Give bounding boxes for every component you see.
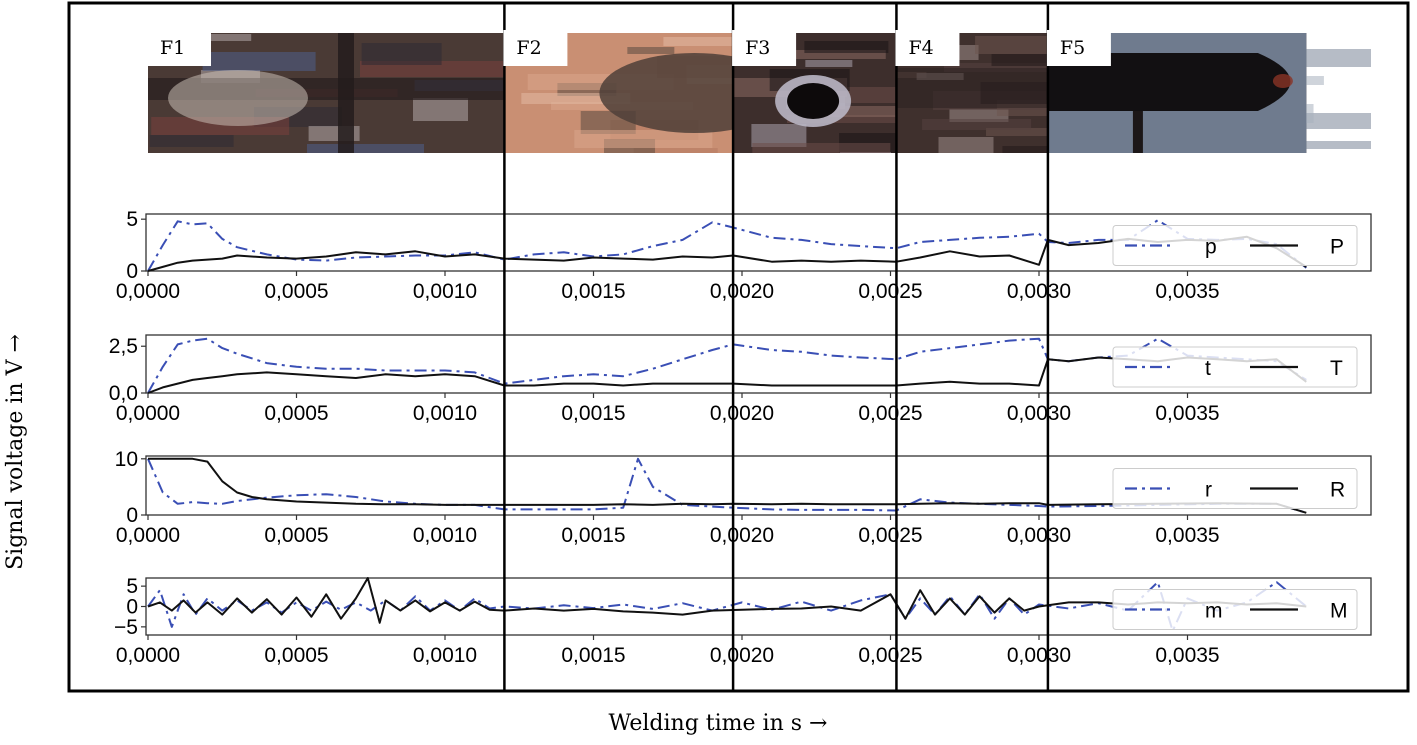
frame-label-text: F4 <box>908 37 933 59</box>
series-R <box>148 457 1307 514</box>
y-axis-label: Signal voltage in V → <box>3 334 28 570</box>
x-tick-label: 0,0005 <box>264 644 328 667</box>
y-tick-label: 2,5 <box>109 335 138 358</box>
subplot-2: 0,0 2,5 0,0000 0,0005 0,0010 0,0015 0,0020 0,00… <box>109 334 1372 425</box>
micrograph-f1 <box>148 33 524 153</box>
y-tick-label: 0 <box>126 260 138 283</box>
x-tick-label: 0,0010 <box>413 402 477 425</box>
subplot-frame <box>145 334 1372 394</box>
x-tick-label: 0,0010 <box>413 524 477 547</box>
legend-label-P: P <box>1330 236 1344 259</box>
series-P <box>147 235 1307 272</box>
x-tick-label: 0,0005 <box>264 524 328 547</box>
frame-labels: F1 F2 F3 F4 F5 <box>147 30 1111 66</box>
y-tick-label: −5 <box>114 616 138 639</box>
x-tick-label: 0,0015 <box>561 524 625 547</box>
legend-label-T: T <box>1330 357 1343 380</box>
plots-layer: 050,0000 0,0005 0,0010 0,0015 0,0020 0,0025 0,… <box>109 208 1372 667</box>
y-tick-label: 10 <box>115 448 138 471</box>
series-M <box>147 577 1307 624</box>
series-T <box>147 356 1307 394</box>
x-tick-label: 0,0020 <box>710 402 774 425</box>
x-tick-label: 0,0030 <box>1007 280 1071 303</box>
legend-label-r: r <box>1205 479 1212 502</box>
frame-label-f5: F5 <box>1046 30 1111 66</box>
x-tick-label: 0,0010 <box>413 280 477 303</box>
subplot-3: 0 10 0,0000 0,0005 0,0010 0,0015 0,0020 0,0025 0… <box>115 448 1372 547</box>
figure-border <box>67 1 1410 693</box>
x-tick-label: 0,0010 <box>413 644 477 667</box>
frame-label-text: F2 <box>516 37 541 59</box>
micrograph-f5 <box>1047 33 1371 153</box>
frame-label-text: F5 <box>1060 37 1085 59</box>
x-axis-label: Welding time in s → <box>609 711 828 736</box>
x-tick-label: 0,0000 <box>116 280 180 303</box>
legend-box <box>1112 468 1358 509</box>
frame-label-text: F1 <box>160 37 185 59</box>
y-tick-label: 5 <box>126 208 138 231</box>
x-tick-label: 0,0035 <box>1155 402 1219 425</box>
x-tick-label: 0,0005 <box>264 402 328 425</box>
x-tick-label: 0,0035 <box>1155 644 1219 667</box>
y-tick-label: 0 <box>126 504 138 527</box>
y-tick-label: 5 <box>126 575 138 598</box>
subplot-frame <box>145 455 1372 516</box>
subplot-4: 50−5 0,0000 0,0005 0,0010 0,0015 0,0020 0,0025… <box>114 575 1372 667</box>
x-tick-label: 0,0005 <box>264 280 328 303</box>
x-tick-label: 0,0015 <box>561 644 625 667</box>
x-tick-label: 0,0025 <box>858 524 922 547</box>
x-tick-label: 0,0020 <box>710 280 774 303</box>
legend-label-m: m <box>1205 600 1223 623</box>
x-tick-label: 0,0020 <box>710 644 774 667</box>
x-tick-label: 0,0015 <box>561 280 625 303</box>
legend-label-M: M <box>1330 600 1348 623</box>
x-tick-label: 0,0015 <box>561 402 625 425</box>
subplot-frame <box>145 213 1372 272</box>
x-tick-label: 0,0030 <box>1007 644 1071 667</box>
series-p <box>147 219 1307 272</box>
x-tick-label: 0,0020 <box>710 524 774 547</box>
x-tick-label: 0,0030 <box>1007 402 1071 425</box>
frame-label-f1: F1 <box>147 30 211 66</box>
frame-label-f4: F4 <box>895 30 960 66</box>
x-tick-label: 0,0000 <box>116 644 180 667</box>
legend-box <box>1112 225 1358 266</box>
legend-label-R: R <box>1330 479 1345 502</box>
legend-box <box>1112 346 1358 388</box>
y-tick-label: 0,0 <box>109 382 138 405</box>
subplot-1: 0 5 0,0000 0,0005 0,0010 0,0015 0,0020 0,0025 0,… <box>116 208 1372 303</box>
x-tick-label: 0,0025 <box>858 280 922 303</box>
x-tick-label: 0,0000 <box>116 402 180 425</box>
frame-label-f2: F2 <box>503 30 568 66</box>
x-tick-label: 0,0025 <box>858 644 922 667</box>
legend-box <box>1112 589 1358 630</box>
frame-dividers <box>503 3 1050 691</box>
x-tick-label: 0,0035 <box>1155 280 1219 303</box>
legend-label-t: t <box>1205 357 1211 380</box>
x-tick-label: 0,0035 <box>1155 524 1219 547</box>
micrograph-f3 <box>733 33 968 153</box>
x-tick-label: 0,0000 <box>116 524 180 547</box>
frame-label-text: F3 <box>745 37 770 59</box>
x-tick-label: 0,0030 <box>1007 524 1071 547</box>
x-tick-label: 0,0025 <box>858 402 922 425</box>
y-tick-label: 0 <box>126 596 138 619</box>
frame-label-f3: F3 <box>732 30 797 66</box>
legend-label-p: p <box>1205 236 1217 259</box>
